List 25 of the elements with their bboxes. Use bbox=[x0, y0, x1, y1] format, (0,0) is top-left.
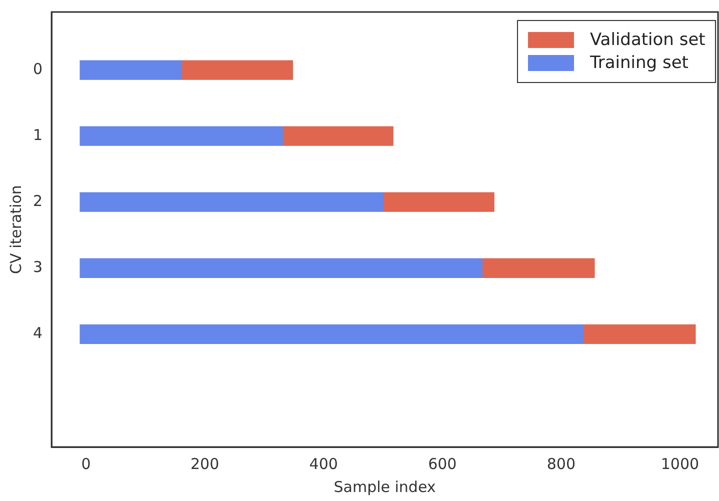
bar bbox=[582, 324, 696, 344]
x-tick-label: 800 bbox=[546, 454, 576, 473]
bar bbox=[80, 126, 283, 146]
y-tick-label: 4 bbox=[32, 324, 43, 342]
x-tick-label: 1000 bbox=[660, 454, 700, 473]
y-tick-label: 3 bbox=[32, 258, 43, 276]
bar bbox=[80, 258, 483, 278]
y-tick-label: 2 bbox=[32, 192, 43, 210]
bar bbox=[80, 60, 182, 80]
bar bbox=[482, 258, 595, 278]
legend-label: Training set bbox=[590, 53, 688, 73]
y-axis-title: CV iteration bbox=[6, 185, 25, 274]
x-axis-title: Sample index bbox=[334, 478, 436, 496]
x-tick-label: 200 bbox=[190, 454, 220, 473]
x-tick-label: 0 bbox=[81, 454, 91, 473]
bar bbox=[80, 192, 384, 212]
x-tick-label: 600 bbox=[428, 454, 457, 473]
legend-label: Validation set bbox=[590, 30, 706, 50]
y-tick-label: 0 bbox=[32, 60, 43, 78]
bar bbox=[282, 126, 394, 146]
bar bbox=[80, 324, 584, 344]
y-tick-label: 1 bbox=[32, 126, 43, 144]
bar bbox=[181, 60, 294, 80]
x-tick-label: 400 bbox=[309, 454, 338, 473]
bar bbox=[382, 192, 494, 212]
